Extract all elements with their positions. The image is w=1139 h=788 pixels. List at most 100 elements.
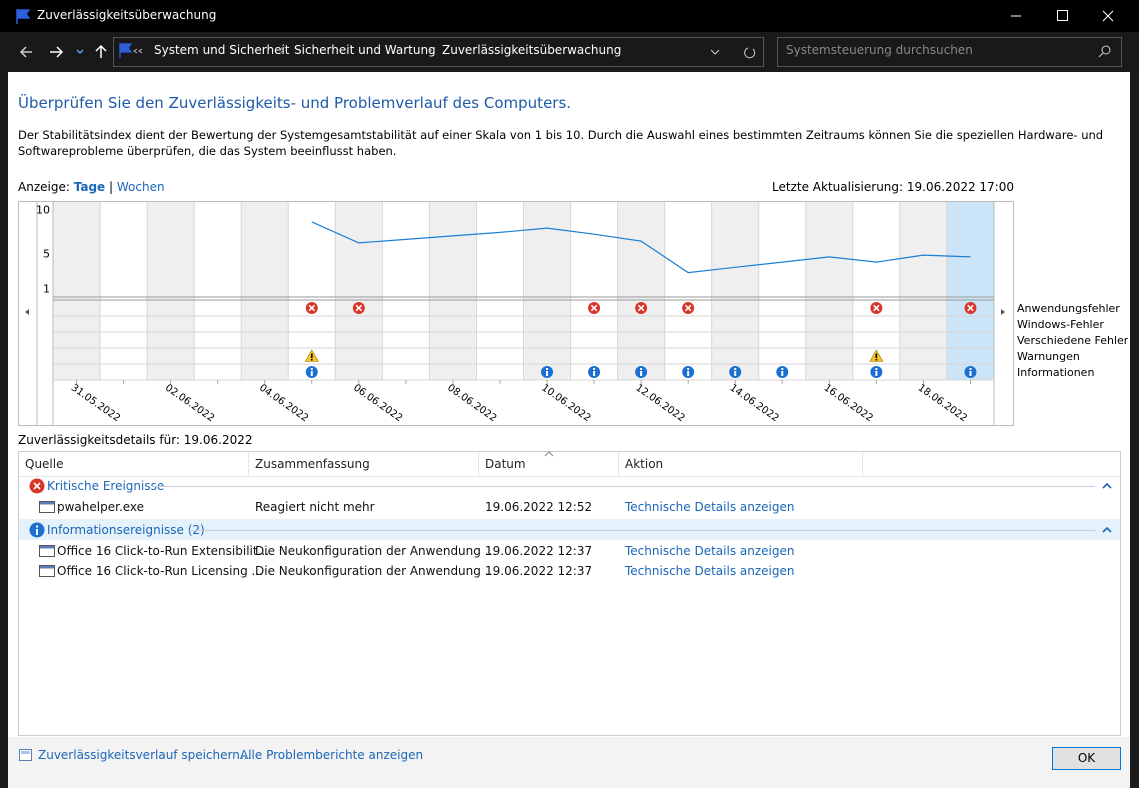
info-mark [734,371,737,376]
details-link[interactable]: Technische Details anzeigen [625,500,795,514]
view-label: Anzeige: [18,180,70,194]
y-tick-label: 5 [43,247,50,260]
info-icon [588,366,601,378]
ok-button[interactable]: OK [1052,747,1121,770]
error-icon [964,302,977,314]
nav-buttons[interactable] [14,40,114,64]
details-link[interactable]: Technische Details anzeigen [625,544,795,558]
warning-mark [310,353,313,358]
info-mark [640,371,643,376]
scroll-right [1001,309,1005,315]
info-icon [635,366,648,378]
error-icon [29,478,45,494]
details-table [18,451,1121,736]
scroll-left [25,309,29,315]
group-title[interactable]: Kritische Ereignisse [47,479,165,493]
cell: Die Neukonfiguration der Anwendung ... [255,544,497,558]
day-column [805,202,853,380]
warning-mark [875,353,878,358]
search-icon[interactable] [1097,44,1113,60]
info-dot [546,368,549,370]
breadcrumb[interactable]: Sicherheit und Wartung [294,43,436,57]
day-column [617,202,665,380]
address-buttons[interactable] [705,42,760,62]
y-tick-label: 1 [43,282,50,295]
footer-link[interactable]: Alle Problemberichte anzeigen [240,748,424,762]
info-mark [969,371,972,376]
info-dot [640,368,643,370]
cell: Office 16 Click-to-Run Licensing ... [57,564,263,578]
window-controls[interactable] [1000,0,1139,32]
info-dot [687,368,690,370]
info-icon [682,366,695,378]
cell: 19.06.2022 12:37 [485,564,593,578]
day-column [147,202,195,380]
view-option[interactable]: Wochen [116,180,165,194]
stability-chart[interactable]: 1 5 10 Anwendungsfehler Windows-Fehler Versch… [18,201,1128,427]
col-divider [618,452,619,476]
info-icon [964,366,977,378]
footer-link[interactable]: Zuverlässigkeitsverlauf speichern... [38,748,252,762]
info-dot [875,368,878,370]
search-box[interactable] [777,37,1122,67]
details-link[interactable]: Technische Details anzeigen [625,564,795,578]
cell: pwahelper.exe [57,500,145,514]
stability-line [311,221,971,274]
warning-dot [310,359,313,361]
error-icon [588,302,601,314]
app-icon [16,9,31,24]
info-mark [687,371,690,376]
cell: 19.06.2022 12:37 [485,544,593,558]
info-dot [969,368,972,370]
breadcrumb-icon [119,43,143,58]
collapse-button[interactable] [1101,525,1113,535]
info-icon [729,366,742,378]
cell: Reagiert nicht mehr [255,500,375,514]
col-divider [862,452,863,476]
day-column [758,202,806,380]
description: Der Stabilitätsindex dient der Bewertung… [18,128,1104,158]
collapse-button[interactable] [1101,481,1113,491]
error-icon [352,302,365,314]
info-mark [546,371,549,376]
info-mark [781,371,784,376]
breadcrumb-separator: › [428,43,433,57]
column-header[interactable]: Aktion [625,457,664,471]
breadcrumb[interactable]: System und Sicherheit [154,43,290,57]
group-row-highlight [19,519,1120,540]
day-column [100,202,148,380]
table-header [19,452,1120,477]
cell: Office 16 Click-to-Run Extensibilit... [57,544,270,558]
group-rule [152,486,1095,487]
separator: | [109,180,114,194]
error-mark [684,304,692,312]
search-placeholder[interactable]: Systemsteuerung durchsuchen [786,43,973,57]
error-mark [590,304,598,312]
day-column [335,202,383,380]
error-mark [637,304,645,312]
view-option[interactable]: Tage [73,180,106,194]
column-header[interactable]: Quelle [25,457,64,471]
info-mark [875,371,878,376]
breadcrumb[interactable]: Zuverlässigkeitsüberwachung [442,43,622,57]
error-mark [967,304,974,312]
warning-icon [869,349,884,362]
warning-dot [875,359,878,361]
column-header[interactable]: Datum [485,457,526,471]
info-mark [310,371,313,376]
footer [8,737,1130,788]
view-switch: Anzeige: Tage | Wochen [18,180,165,194]
info-icon [870,366,883,378]
group-title[interactable]: Informationsereignisse (2) [47,523,205,537]
column-header[interactable]: Zusammenfassung [255,457,370,471]
error-mark [355,304,363,312]
info-icon [541,366,554,378]
day-column [476,202,524,380]
info-icon [776,366,789,378]
info-dot [310,368,313,370]
breadcrumb-box[interactable] [113,37,764,67]
details-title: Zuverlässigkeitsdetails für: 19.06.2022 [18,433,253,447]
day-column [429,202,477,380]
address-row: System und Sicherheit › Sicherheit und W… [0,32,1139,72]
